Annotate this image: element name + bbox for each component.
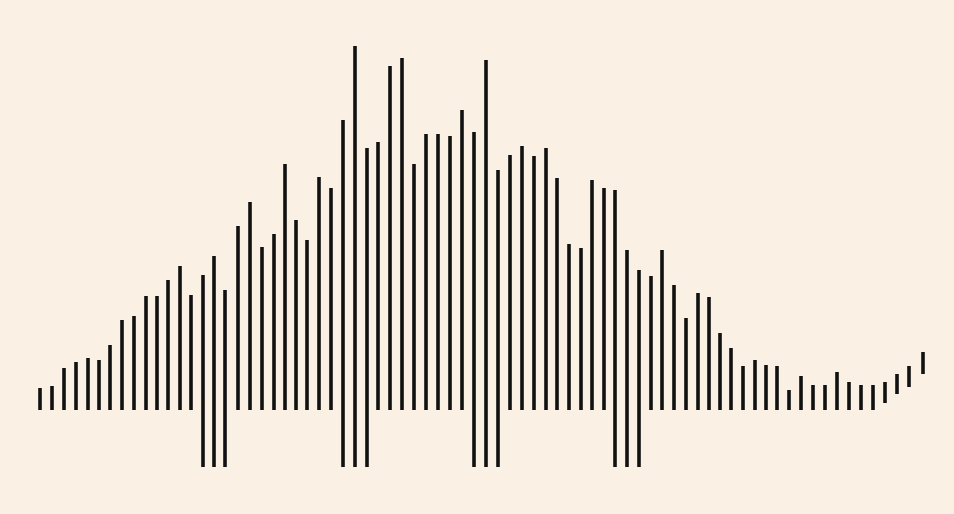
background (0, 0, 954, 514)
page: (() => { const svg = document.getElement… (0, 0, 954, 514)
stegosaurus-line-art (0, 0, 954, 514)
